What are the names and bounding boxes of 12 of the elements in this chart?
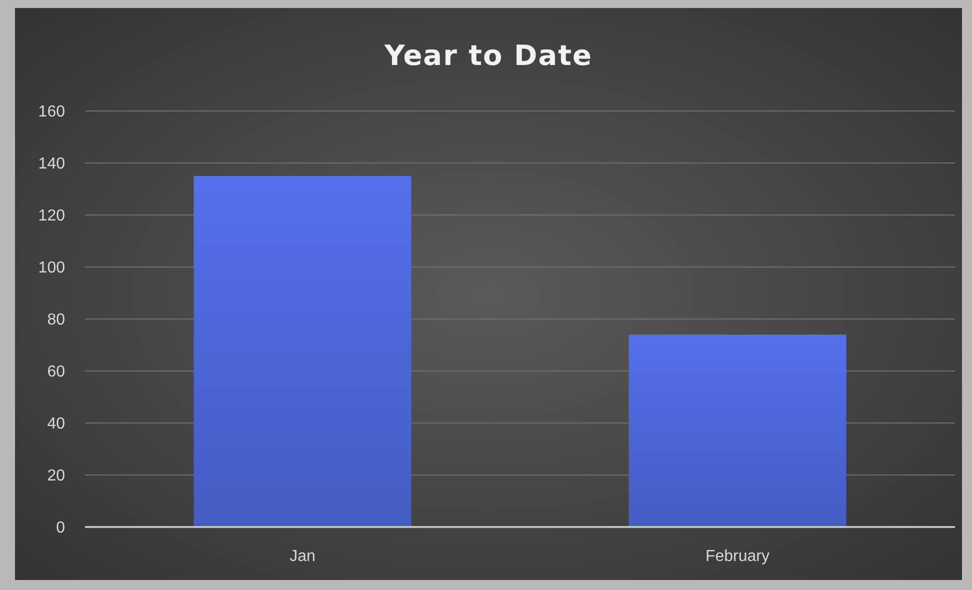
y-tick-label: 80 — [47, 312, 66, 329]
y-tick-label: 120 — [38, 208, 66, 225]
chart-title: Year to Date — [383, 39, 593, 72]
y-tick-label: 40 — [47, 416, 66, 433]
y-tick-label: 160 — [38, 104, 66, 121]
x-tick-label: February — [705, 548, 770, 565]
y-tick-label: 0 — [56, 520, 66, 537]
y-tick-label: 100 — [38, 260, 66, 277]
y-tick-label: 60 — [47, 364, 66, 381]
y-tick-label: 20 — [47, 468, 66, 485]
x-tick-label: Jan — [290, 548, 316, 565]
y-tick-label: 140 — [38, 156, 66, 173]
